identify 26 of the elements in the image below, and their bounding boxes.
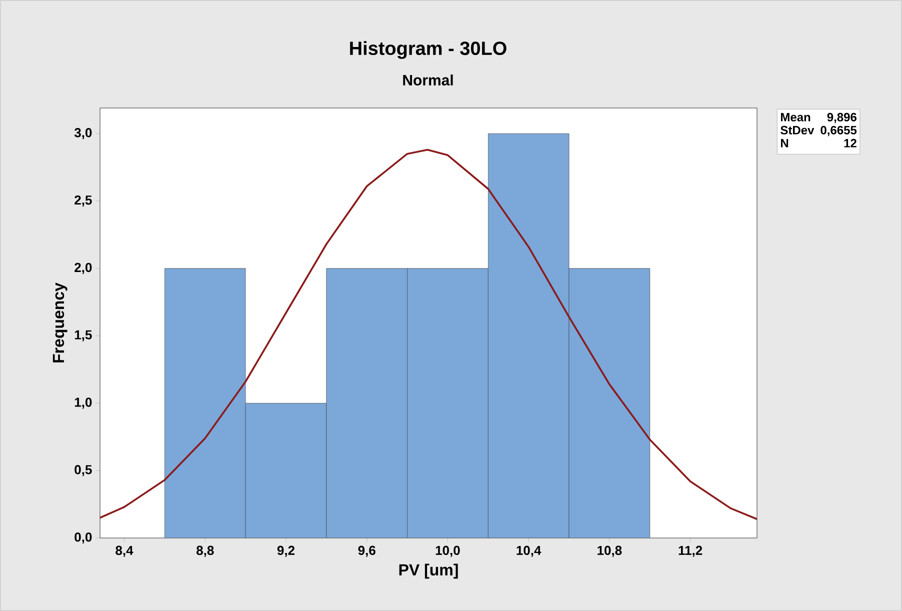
x-tick-label: 8,4 <box>116 546 134 557</box>
x-tick-label: 10,8 <box>598 546 622 557</box>
x-tick-label: 10,0 <box>436 546 460 557</box>
text: 9,896 <box>827 112 856 124</box>
chart-subtitle: Normal <box>403 74 453 86</box>
text: Mean <box>781 113 810 122</box>
text: StDev <box>780 126 814 134</box>
text: 0,6655 <box>820 126 857 136</box>
x-tick-label: 8,8 <box>196 546 214 557</box>
text: N <box>781 139 788 148</box>
x-tick-label: 9,2 <box>277 546 295 557</box>
text: 12 <box>844 138 856 148</box>
y-tick-label: 3,0 <box>74 128 92 140</box>
y-axis-title: Frequency <box>52 282 68 362</box>
x-tick-label: 10,4 <box>516 546 542 557</box>
x-axis-title: PV [um] <box>399 564 458 579</box>
y-tick-label: 2,0 <box>74 262 92 274</box>
chart-title: Histogram - 30LO <box>350 41 506 59</box>
y-tick-label: 2,5 <box>74 195 92 207</box>
y-tick-label: 0,5 <box>74 465 92 476</box>
x-tick-label: 9,6 <box>358 546 376 557</box>
line-series <box>100 148 758 520</box>
y-tick-label: 0,0 <box>74 532 92 544</box>
y-tick-label: 1,0 <box>74 398 92 409</box>
y-tick-label: 1,5 <box>74 330 92 342</box>
x-tick-label: 11,2 <box>678 546 702 557</box>
